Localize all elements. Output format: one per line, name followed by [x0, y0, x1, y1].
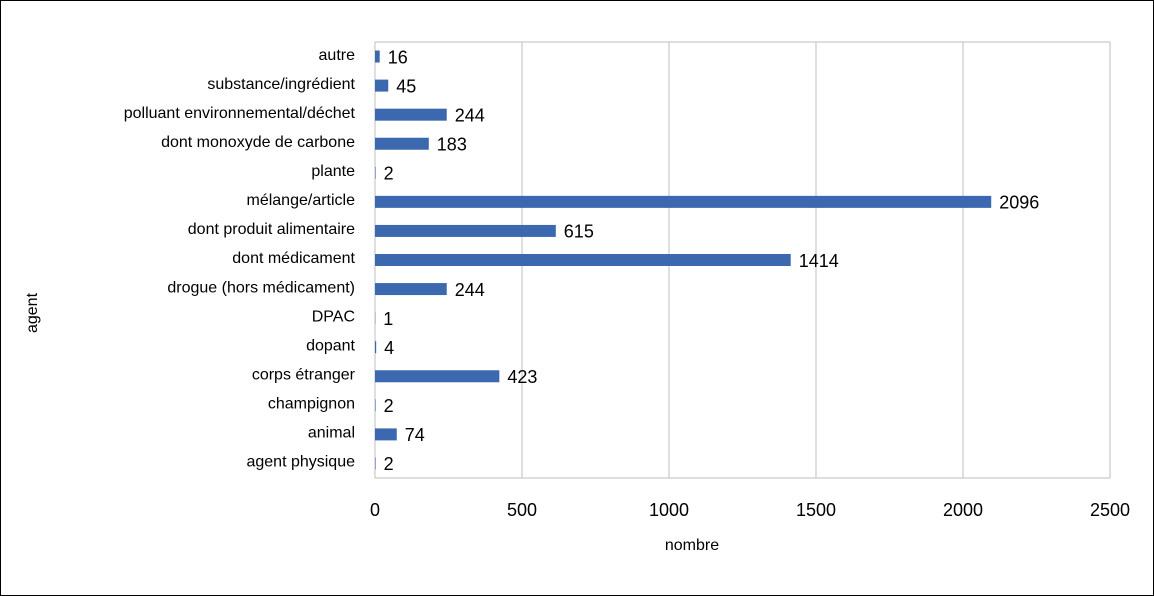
y-tick-label: drogue (hors médicament): [167, 279, 355, 296]
y-tick-label: corps étranger: [252, 366, 356, 383]
bar: [375, 457, 376, 470]
data-label: 2: [384, 164, 394, 184]
data-label: 4: [384, 338, 394, 358]
y-tick-label: dont produit alimentaire: [188, 221, 355, 238]
data-label: 74: [405, 425, 425, 445]
x-axis-label: nombre: [665, 537, 719, 554]
bar: [375, 137, 429, 150]
x-tick-label: 500: [507, 500, 537, 520]
bar: [375, 79, 389, 92]
data-label: 45: [396, 76, 416, 96]
y-tick-label: dont médicament: [232, 250, 355, 267]
bar: [375, 195, 992, 208]
bar: [375, 224, 556, 237]
data-label: 244: [455, 280, 485, 300]
bar: [375, 254, 791, 266]
data-label: 183: [437, 134, 467, 154]
bar: [375, 428, 397, 441]
x-tick-label: 2000: [943, 500, 983, 520]
y-tick-label: animal: [308, 425, 355, 442]
data-label: 615: [564, 222, 594, 242]
data-label: 16: [388, 47, 408, 67]
x-tick-label: 1000: [649, 500, 689, 520]
y-tick-label: dont monoxyde de carbone: [161, 134, 355, 151]
y-tick-label: mélange/article: [247, 192, 356, 209]
bar: [375, 399, 376, 412]
data-label: 2: [384, 454, 394, 474]
data-label: 1414: [799, 251, 839, 271]
bar: [375, 108, 447, 121]
data-label: 244: [455, 105, 485, 125]
y-tick-label: champignon: [268, 396, 355, 413]
data-label: 1: [383, 309, 393, 329]
y-tick-label: agent physique: [246, 454, 355, 471]
y-tick-label: autre: [319, 47, 356, 64]
x-tick-label: 0: [370, 500, 380, 520]
bar: [375, 341, 377, 354]
data-label: 2: [384, 396, 394, 416]
bar: [375, 370, 500, 383]
y-tick-label: polluant environnemental/déchet: [124, 105, 356, 122]
y-tick-label: dopant: [306, 337, 355, 354]
y-tick-label: plante: [311, 163, 355, 180]
y-axis-label: agent: [24, 292, 41, 333]
data-label: 2096: [999, 193, 1039, 213]
x-tick-label: 2500: [1090, 500, 1130, 520]
x-tick-label: 1500: [796, 500, 836, 520]
bar: [375, 50, 380, 63]
y-tick-label: DPAC: [312, 308, 355, 325]
bar: [375, 283, 447, 296]
bar: [375, 166, 376, 179]
data-label: 423: [507, 367, 537, 387]
y-tick-label: substance/ingrédient: [207, 76, 355, 93]
